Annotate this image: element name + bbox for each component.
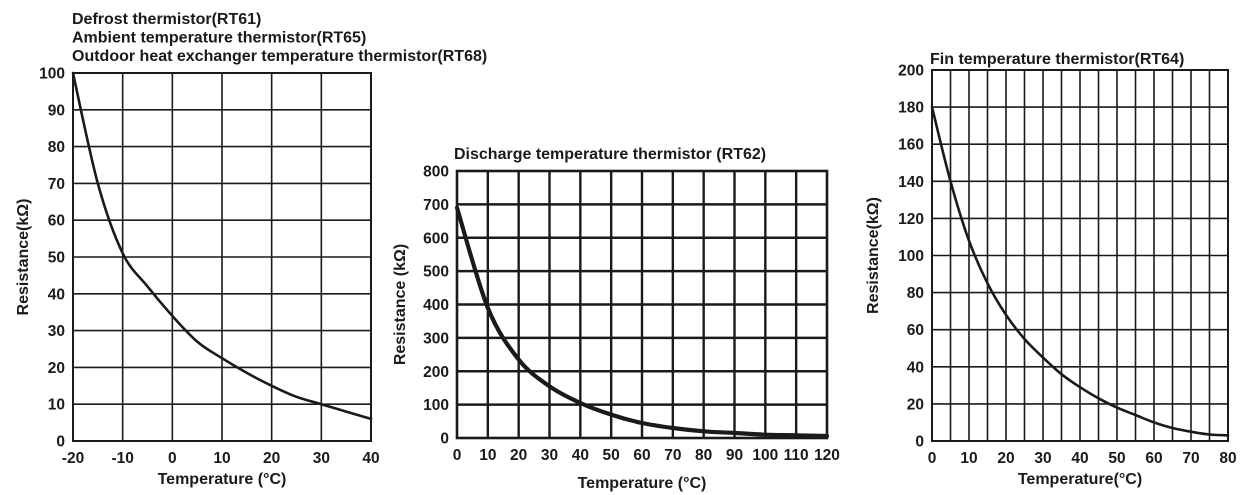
x-tick-label: 80 — [695, 447, 712, 464]
plot-frame — [931, 69, 1229, 442]
chart-title: Defrost thermistor(RT61) — [72, 11, 261, 28]
x-tick-label: 30 — [541, 447, 558, 464]
x-tick-label: 0 — [168, 450, 177, 467]
y-axis-label: Resistance(kΩ) — [15, 199, 32, 316]
x-axis-label: Temperature (°C) — [158, 471, 287, 488]
x-tick-label: 80 — [1219, 450, 1236, 467]
x-tick-label: 20 — [510, 447, 527, 464]
y-tick-label: 60 — [48, 213, 65, 230]
y-tick-label: 0 — [56, 434, 65, 451]
x-tick-label: -20 — [62, 450, 84, 467]
y-tick-label: 30 — [48, 323, 65, 340]
y-tick-label: 100 — [898, 248, 924, 265]
chart-title: Ambient temperature thermistor(RT65) — [72, 30, 366, 47]
x-axis-label: Temperature (°C) — [578, 475, 707, 492]
y-tick-label: 70 — [48, 176, 65, 193]
y-tick-label: 0 — [440, 431, 449, 448]
plot-frame — [72, 72, 372, 442]
y-tick-label: 40 — [48, 286, 65, 303]
x-tick-label: 20 — [997, 450, 1014, 467]
x-tick-label: 50 — [603, 447, 620, 464]
x-tick-label: 100 — [752, 447, 778, 464]
y-tick-label: 40 — [907, 359, 924, 376]
y-tick-label: 100 — [423, 397, 449, 414]
y-tick-label: 20 — [48, 360, 65, 377]
x-tick-label: 60 — [1145, 450, 1162, 467]
chart-1: 0 10 20 30 40 50 60 70 80 90 100 -20 -10 0 10 20 30 40 Tem… — [15, 11, 487, 488]
y-tick-label: 400 — [423, 297, 449, 314]
y-tick-label: 800 — [423, 164, 449, 181]
chart-3: 0 20 40 60 80 100 120 140 160 180 200 0 10 20 30 40 50 60… — [865, 51, 1237, 488]
y-tick-label: 140 — [898, 174, 924, 191]
x-tick-label: 0 — [453, 447, 462, 464]
x-tick-label: 30 — [1034, 450, 1051, 467]
x-tick-label: 70 — [1182, 450, 1199, 467]
x-tick-label: 120 — [814, 447, 840, 464]
x-tick-label: 40 — [572, 447, 589, 464]
chart-title: Discharge temperature thermistor (RT62) — [454, 146, 766, 163]
x-tick-label: 70 — [664, 447, 681, 464]
y-tick-label: 600 — [423, 230, 449, 247]
x-tick-label: 40 — [1071, 450, 1088, 467]
y-tick-label: 50 — [48, 250, 65, 267]
y-tick-label: 120 — [898, 211, 924, 228]
y-tick-label: 180 — [898, 100, 924, 117]
x-tick-label: 20 — [263, 450, 280, 467]
x-tick-label: 10 — [213, 450, 230, 467]
x-tick-label: 50 — [1108, 450, 1125, 467]
series-line — [71, 71, 373, 421]
y-tick-label: 100 — [39, 66, 65, 83]
x-tick-label: 110 — [784, 447, 809, 464]
x-tick-label: -10 — [111, 450, 133, 467]
y-tick-label: 80 — [907, 285, 924, 302]
y-tick-label: 700 — [423, 197, 449, 214]
plot-frame — [455, 169, 829, 440]
chart-title: Fin temperature thermistor(RT64) — [930, 51, 1184, 68]
x-tick-label: 30 — [313, 450, 330, 467]
series-line — [930, 105, 1230, 437]
chart-2: 0 100 200 300 400 500 600 700 800 0 10 20 30 40 50 60 70… — [392, 146, 840, 492]
y-tick-label: 60 — [907, 322, 924, 339]
y-tick-label: 300 — [423, 330, 449, 347]
y-tick-label: 160 — [898, 137, 924, 154]
y-tick-label: 10 — [48, 397, 65, 414]
series-line — [454, 205, 830, 439]
x-tick-label: 10 — [960, 450, 977, 467]
y-tick-label: 200 — [898, 63, 924, 80]
x-tick-label: 40 — [362, 450, 379, 467]
chart-title: Outdoor heat exchanger temperature therm… — [72, 48, 487, 65]
y-tick-label: 20 — [907, 396, 924, 413]
x-tick-label: 90 — [726, 447, 743, 464]
y-axis-label: Resistance (kΩ) — [392, 244, 409, 365]
x-tick-label: 10 — [479, 447, 496, 464]
x-tick-label: 60 — [633, 447, 650, 464]
y-axis-label: Resistance(kΩ) — [865, 197, 882, 314]
y-tick-label: 80 — [48, 139, 65, 156]
y-tick-label: 0 — [915, 434, 924, 451]
y-tick-label: 500 — [423, 264, 449, 281]
y-tick-label: 200 — [423, 364, 449, 381]
x-tick-label: 0 — [928, 450, 937, 467]
y-tick-label: 90 — [48, 102, 65, 119]
x-axis-label: Temperature(°C) — [1018, 471, 1142, 488]
